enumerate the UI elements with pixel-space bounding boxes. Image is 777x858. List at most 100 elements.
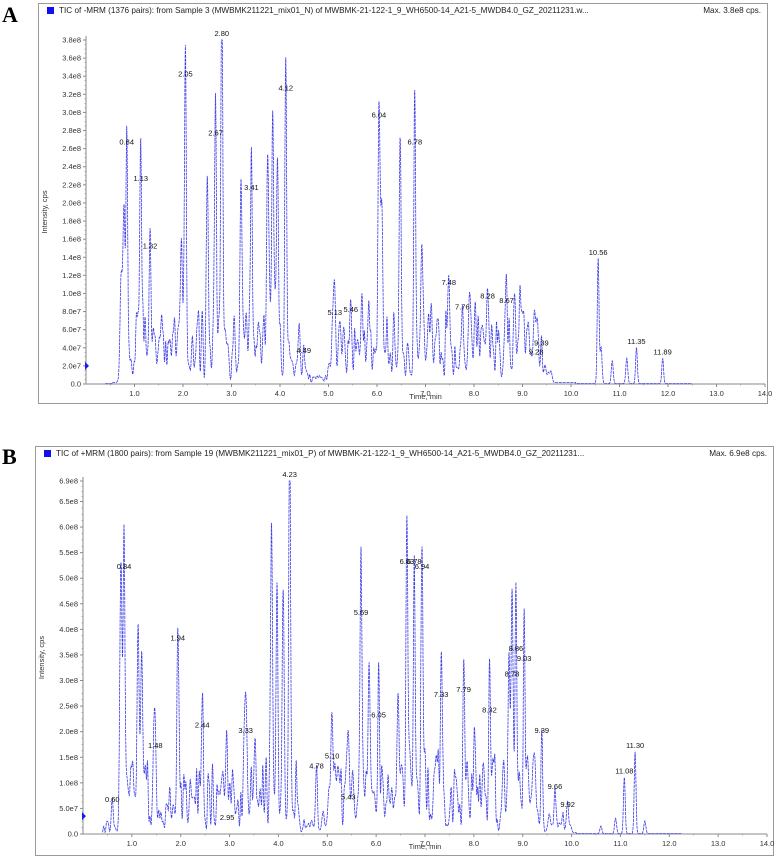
x-tick-label: 8.0	[469, 389, 479, 398]
panel-b-header: TIC of +MRM (1800 pairs): from Sample 19…	[36, 447, 773, 461]
x-axis-label: Time, min	[409, 392, 442, 401]
x-tick-label: 5.0	[323, 389, 333, 398]
y-axis-label: Intensity, cps	[40, 190, 49, 233]
tic-trace	[105, 39, 692, 385]
peak-label: 7.79	[456, 685, 471, 694]
peak-label: 9.03	[517, 654, 532, 663]
peak-label: 8.86	[509, 644, 524, 653]
x-tick-label: 14.0	[760, 839, 775, 848]
peak-label: 4.49	[296, 346, 311, 355]
y-tick-label: 6.0e7	[62, 325, 81, 334]
x-tick-label: 4.0	[275, 389, 285, 398]
panel-b-title: TIC of +MRM (1800 pairs): from Sample 19…	[56, 449, 585, 458]
peak-label: 11.35	[627, 337, 645, 346]
peak-label: 8.78	[505, 670, 520, 679]
y-tick-label: 1.8e8	[62, 217, 81, 226]
peak-label: 5.10	[325, 751, 340, 760]
peak-label: 5.43	[341, 792, 356, 801]
peak-label: 9.39	[534, 726, 549, 735]
peak-label: 4.23	[282, 470, 297, 479]
peak-label: 6.94	[415, 562, 430, 571]
tic-trace	[102, 480, 682, 834]
y-tick-label: 3.2e8	[62, 90, 81, 99]
y-tick-label: 4.0e8	[59, 625, 78, 634]
y-tick-label: 2.0e7	[62, 361, 81, 370]
y-tick-label: 1.2e8	[62, 271, 81, 280]
peak-label: 6.78	[408, 138, 423, 147]
peak-label: 6.78	[407, 557, 422, 566]
x-tick-label: 14.0	[758, 389, 773, 398]
y-tick-label: 5.0e7	[59, 804, 78, 813]
x-tick-label: 1.0	[129, 389, 139, 398]
x-tick-label: 11.0	[613, 839, 627, 848]
peak-label: 2.95	[220, 813, 235, 822]
x-tick-label: 8.0	[469, 839, 479, 848]
y-tick-label: 3.6e8	[62, 54, 81, 63]
y-tick-label: 2.8e8	[62, 126, 81, 135]
y-tick-label: 3.8e8	[62, 36, 81, 45]
x-tick-label: 12.0	[661, 389, 676, 398]
y-tick-label: 4.5e8	[59, 599, 78, 608]
y-tick-label: 2.0e8	[62, 198, 81, 207]
panel-a-max-intensity: Max. 3.8e8 cps.	[703, 6, 761, 15]
chromatogram-plot-b[interactable]: 0.0 5.0e7 1.0e8 1.5e8 2.0e8 2.5e8 3.0e8 3.5e8 4.…	[36, 447, 775, 857]
y-tick-label: 2.4e8	[62, 162, 81, 171]
chromatogram-plot-a[interactable]: 0.0 2.0e7 4.0e7 6.0e7 8.0e7 1.0e8 1.2e8 1.4e8 1.…	[39, 4, 772, 405]
panel-a-header: TIC of -MRM (1376 pairs): from Sample 3 …	[39, 4, 767, 18]
y-tick-label: 4.0e7	[62, 343, 81, 352]
y-tick-label: 0.0	[71, 380, 81, 389]
peak-label: 4.12	[279, 83, 294, 92]
y-tick-label: 2.6e8	[62, 144, 81, 153]
peak-label: 8.32	[482, 705, 497, 714]
peak-label: 4.78	[309, 762, 324, 771]
x-axis-label: Time, min	[409, 842, 442, 851]
peak-label: 7.33	[434, 690, 449, 699]
peak-label: 1.94	[170, 634, 185, 643]
panel-letter-b: B	[2, 444, 17, 469]
peak-label: 2.05	[178, 70, 193, 79]
panel-b-max-intensity: Max. 6.9e8 cps.	[709, 449, 767, 458]
x-tick-label: 10.0	[564, 389, 579, 398]
trace-color-marker-icon	[44, 450, 51, 457]
chromatogram-panel-b: TIC of +MRM (1800 pairs): from Sample 19…	[35, 446, 774, 856]
threshold-marker-icon	[85, 361, 89, 370]
y-tick-label: 3.5e8	[59, 650, 78, 659]
x-tick-label: 7.0	[420, 389, 430, 398]
peak-label: 1.48	[148, 741, 163, 750]
x-tick-label: 9.0	[517, 389, 527, 398]
peak-label: 5.13	[328, 308, 343, 317]
y-tick-label: 6.9e8	[59, 477, 78, 486]
y-tick-label: 3.0e8	[62, 108, 81, 117]
peak-label: 8.28	[480, 292, 495, 301]
x-tick-label: 9.0	[517, 839, 527, 848]
peak-label: 6.05	[371, 710, 386, 719]
x-tick-label: 3.0	[224, 839, 234, 848]
y-tick-label: 1.6e8	[62, 235, 81, 244]
peak-label: 2.44	[195, 721, 210, 730]
y-tick-label: 6.5e8	[59, 497, 78, 506]
peak-label: 2.80	[214, 29, 229, 38]
peak-label: 7.76	[455, 302, 470, 311]
y-tick-label: 1.0e8	[62, 289, 81, 298]
peak-label: 3.33	[238, 726, 253, 735]
peak-label: 9.28	[529, 348, 544, 357]
peak-label: 3.41	[244, 183, 259, 192]
panel-letter-a: A	[2, 2, 18, 27]
x-tick-label: 11.0	[612, 389, 626, 398]
peak-label: 0.84	[119, 138, 134, 147]
y-tick-label: 1.4e8	[62, 253, 81, 262]
x-tick-label: 13.0	[711, 839, 726, 848]
peak-label: 9.66	[548, 782, 563, 791]
x-tick-label: 4.0	[273, 839, 283, 848]
peak-label: 7.48	[441, 278, 456, 287]
y-tick-label: 5.0e8	[59, 574, 78, 583]
y-tick-label: 3.4e8	[62, 72, 81, 81]
peak-label: 9.39	[534, 339, 549, 348]
peak-label: 1.13	[134, 174, 149, 183]
y-tick-label: 3.0e8	[59, 676, 78, 685]
peak-label: 11.30	[626, 741, 644, 750]
y-tick-label: 2.2e8	[62, 180, 81, 189]
y-tick-label: 1.0e8	[59, 778, 78, 787]
peak-label: 6.63	[400, 557, 415, 566]
peak-label: 11.08	[615, 767, 633, 776]
